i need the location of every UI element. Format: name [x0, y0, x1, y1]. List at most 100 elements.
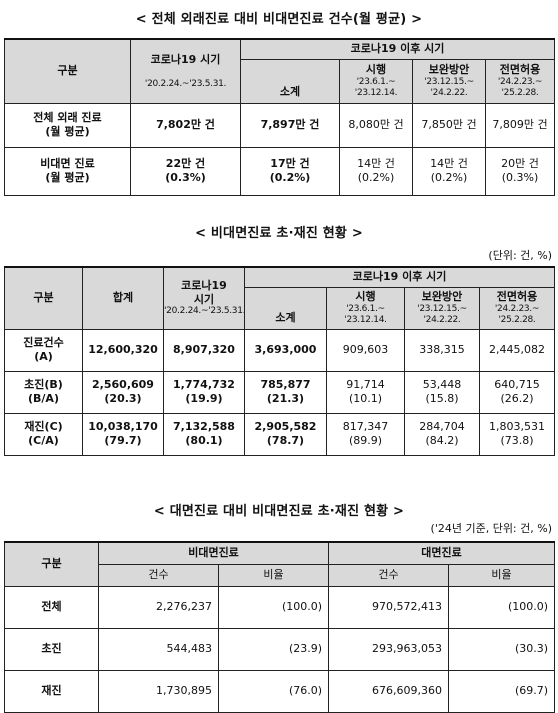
nonface-visit-table: 구분 합계 코로나19 시기 '20.2.24.~'23.5.31. 코로나19… — [4, 266, 555, 456]
phase-label: 보완방안 — [421, 289, 463, 303]
phase-label: 보완방안 — [428, 62, 470, 76]
row-label-sub: (A) — [34, 350, 53, 363]
cell-p1: 91,714 (10.1) — [326, 370, 405, 414]
header-category: 구분 — [4, 266, 83, 330]
row-label-sub: (B/A) — [28, 392, 59, 405]
cell-percent: (80.1) — [185, 434, 223, 447]
phase-label: 시행 — [365, 62, 387, 76]
cell-nonface-ratio: (100.0) — [217, 585, 330, 629]
row-label-main: 비대면 진료 — [40, 157, 95, 171]
cell-value: 2,905,582 — [254, 420, 317, 434]
table-row: 재진(C) (C/A) 10,038,170 (79.7) 7,132,588 … — [4, 412, 555, 456]
table-row: 전체 외래 진료 (월 평균) 7,802만 건 7,897만 건 8,080만… — [4, 102, 555, 148]
header-face: 대면진료 — [328, 541, 556, 565]
header-count: 건수 — [98, 563, 219, 587]
cell-p2: 284,704 (84.2) — [404, 412, 480, 456]
cell-value: 91,714 — [346, 378, 385, 392]
cell-face-count: 293,963,053 — [328, 627, 450, 671]
header-phase-implementation: 시행 '23.6.1.~ '23.12.14. — [326, 286, 405, 330]
outpatient-comparison-table: 구분 코로나19 시기 '20.2.24.~'23.5.31. 코로나19 이후… — [4, 38, 555, 196]
header-nonface: 비대면진료 — [97, 541, 330, 565]
phase-date-end: '23.12.14. — [344, 314, 387, 325]
cell-nonface-count: 544,483 — [98, 627, 219, 671]
cell-total: 2,560,609 (20.3) — [82, 370, 164, 414]
cell-value: 14만 건 — [430, 157, 468, 171]
cell-value: 640,715 — [494, 378, 540, 392]
header-phase-supplement: 보완방안 '23.12.15.~ '24.2.22. — [412, 58, 486, 104]
header-total: 합계 — [82, 266, 164, 330]
row-label-sub: (월 평균) — [45, 171, 90, 184]
phase-date-end: '25.2.28. — [498, 314, 536, 325]
cell-value: 284,704 — [419, 420, 465, 434]
cell-value: 17만 건 — [270, 157, 310, 171]
cell-value: 10,038,170 — [88, 420, 158, 434]
header-category: 구분 — [4, 541, 99, 587]
cell-value: 53,448 — [422, 378, 462, 392]
table-row: 전체 2,276,237 (100.0) 970,572,413 (100.0) — [4, 585, 556, 629]
phase-label: 시행 — [355, 289, 376, 303]
phase-label: 전면허용 — [499, 62, 541, 76]
cell-value: 785,877 — [260, 378, 311, 392]
header-post-covid: 코로나19 이후 시기 — [240, 38, 555, 60]
header-phase-implementation: 시행 '23.6.1.~ '23.12.14. — [339, 58, 413, 104]
header-covid-dates: '20.2.24.~'23.5.31. — [144, 78, 227, 89]
table3-title: < 대면진료 대비 비대면진료 초·재진 현황 > — [153, 504, 405, 519]
header-covid-label: 코로나19 — [181, 278, 227, 292]
cell-pre: 8,907,320 — [163, 328, 245, 372]
row-label: 재진(C) (C/A) — [4, 412, 83, 456]
cell-value: 20만 건 — [501, 157, 539, 171]
header-phase-full: 전면허용 '24.2.23.~ '25.2.28. — [479, 286, 555, 330]
row-label-main: 재진(C) — [24, 420, 63, 434]
table2-unit: (단위: 건, %) — [488, 249, 552, 262]
cell-face-count: 676,609,360 — [328, 669, 450, 713]
phase-date-start: '23.12.15.~ — [417, 303, 467, 314]
phase-date-end: '24.2.22. — [423, 314, 461, 325]
cell-nonface-count: 1,730,895 — [98, 669, 219, 713]
row-label-main: 진료건수 — [23, 336, 64, 350]
cell-face-count: 970,572,413 — [328, 585, 450, 629]
cell-total: 10,038,170 (79.7) — [82, 412, 164, 456]
row-label: 전체 — [4, 585, 99, 629]
header-subtotal: 소계 — [240, 58, 340, 104]
cell-percent: (78.7) — [266, 434, 305, 447]
phase-date-end: '25.2.28. — [501, 87, 539, 98]
cell-p1: 14만 건 (0.2%) — [339, 146, 413, 196]
cell-percent: (0.2%) — [269, 171, 311, 184]
cell-percent: (73.8) — [500, 434, 534, 447]
cell-value: 817,347 — [342, 420, 389, 434]
cell-percent: (0.3%) — [501, 171, 539, 184]
cell-p2: 53,448 (15.8) — [404, 370, 480, 414]
table-row: 비대면 진료 (월 평균) 22만 건 (0.3%) 17만 건 (0.2%) … — [4, 146, 555, 196]
cell-face-ratio: (30.3) — [448, 627, 556, 671]
cell-pre: 22만 건 (0.3%) — [130, 146, 241, 196]
row-label-main: 전체 외래 진료 — [33, 111, 102, 125]
cell-p3: 7,809만 건 — [485, 102, 555, 148]
phase-label: 전면허용 — [496, 289, 538, 303]
cell-percent: (26.2) — [500, 392, 534, 405]
header-post-covid: 코로나19 이후 시기 — [244, 266, 555, 288]
cell-subtotal: 7,897만 건 — [240, 102, 340, 148]
cell-value: 22만 건 — [165, 157, 206, 171]
cell-p2: 14만 건 (0.2%) — [412, 146, 486, 196]
header-phase-supplement: 보완방안 '23.12.15.~ '24.2.22. — [404, 286, 480, 330]
table1-title: < 전체 외래진료 대비 비대면진료 건수(월 평균) > — [135, 12, 423, 27]
phase-date-start: '24.2.23.~ — [497, 76, 543, 87]
header-count: 건수 — [328, 563, 450, 587]
cell-p1: 817,347 (89.9) — [326, 412, 405, 456]
cell-percent: (84.2) — [425, 434, 459, 447]
cell-percent: (10.1) — [348, 392, 383, 405]
row-label-main: 초진(B) — [24, 378, 63, 392]
cell-pre: 7,132,588 (80.1) — [163, 412, 245, 456]
phase-date-end: '23.12.14. — [354, 87, 398, 98]
cell-percent: (0.2%) — [357, 171, 395, 184]
table-row: 초진 544,483 (23.9) 293,963,053 (30.3) — [4, 627, 556, 671]
cell-face-ratio: (69.7) — [448, 669, 556, 713]
row-label-sub: (C/A) — [28, 434, 59, 447]
row-label: 진료건수 (A) — [4, 328, 83, 372]
phase-date-start: '23.6.1.~ — [346, 303, 385, 314]
cell-p3: 640,715 (26.2) — [479, 370, 555, 414]
phase-date-start: '23.12.15.~ — [424, 76, 474, 87]
cell-percent: (0.2%) — [430, 171, 468, 184]
cell-value: 14만 건 — [357, 157, 395, 171]
header-covid-label-2: 시기 — [193, 292, 215, 306]
